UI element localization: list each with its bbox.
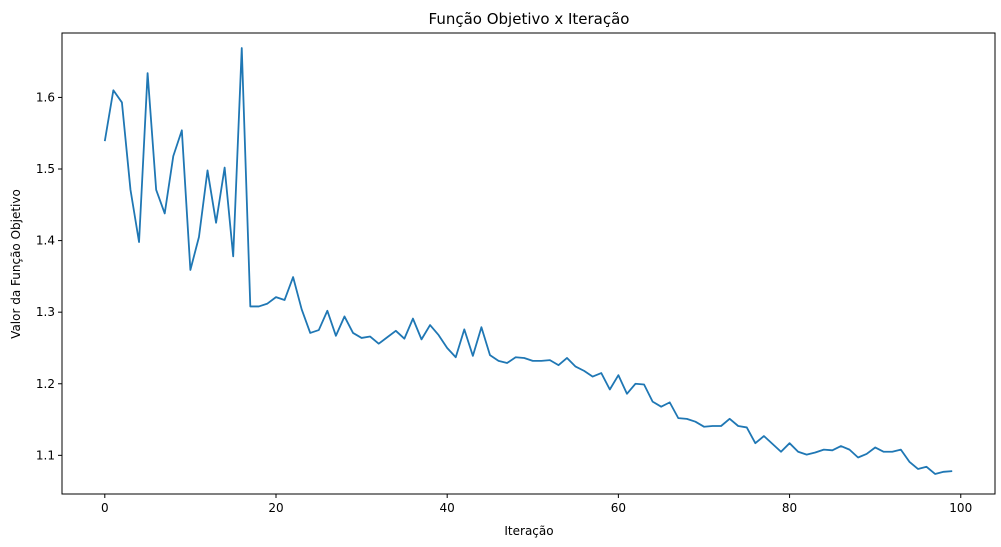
x-tick-label-80: 80	[782, 501, 797, 515]
axes-frame	[61, 32, 996, 495]
y-tick-label-1.6: 1.6	[36, 90, 55, 104]
y-tick-label-1.1: 1.1	[36, 448, 55, 462]
x-tick-label-0: 0	[101, 501, 109, 515]
y-tick-label-1.2: 1.2	[36, 377, 55, 391]
y-axis-label: Valor da Função Objetivo	[9, 189, 23, 339]
plot-area: 0 20 40 60 80 100 1.1 1.2 1.3 1.4 1.5 1.6	[36, 32, 996, 515]
x-tick-label-20: 20	[268, 501, 283, 515]
x-tick-label-100: 100	[949, 501, 972, 515]
chart-title: Função Objetivo x Iteração	[429, 10, 630, 28]
y-tick-label-1.5: 1.5	[36, 162, 55, 176]
series-line	[103, 47, 953, 475]
x-tick-label-60: 60	[611, 501, 626, 515]
y-tick-label-1.3: 1.3	[36, 305, 55, 319]
x-axis-label: Iteração	[504, 524, 553, 538]
x-tick-label-40: 40	[440, 501, 455, 515]
y-tick-label-1.4: 1.4	[36, 234, 55, 248]
